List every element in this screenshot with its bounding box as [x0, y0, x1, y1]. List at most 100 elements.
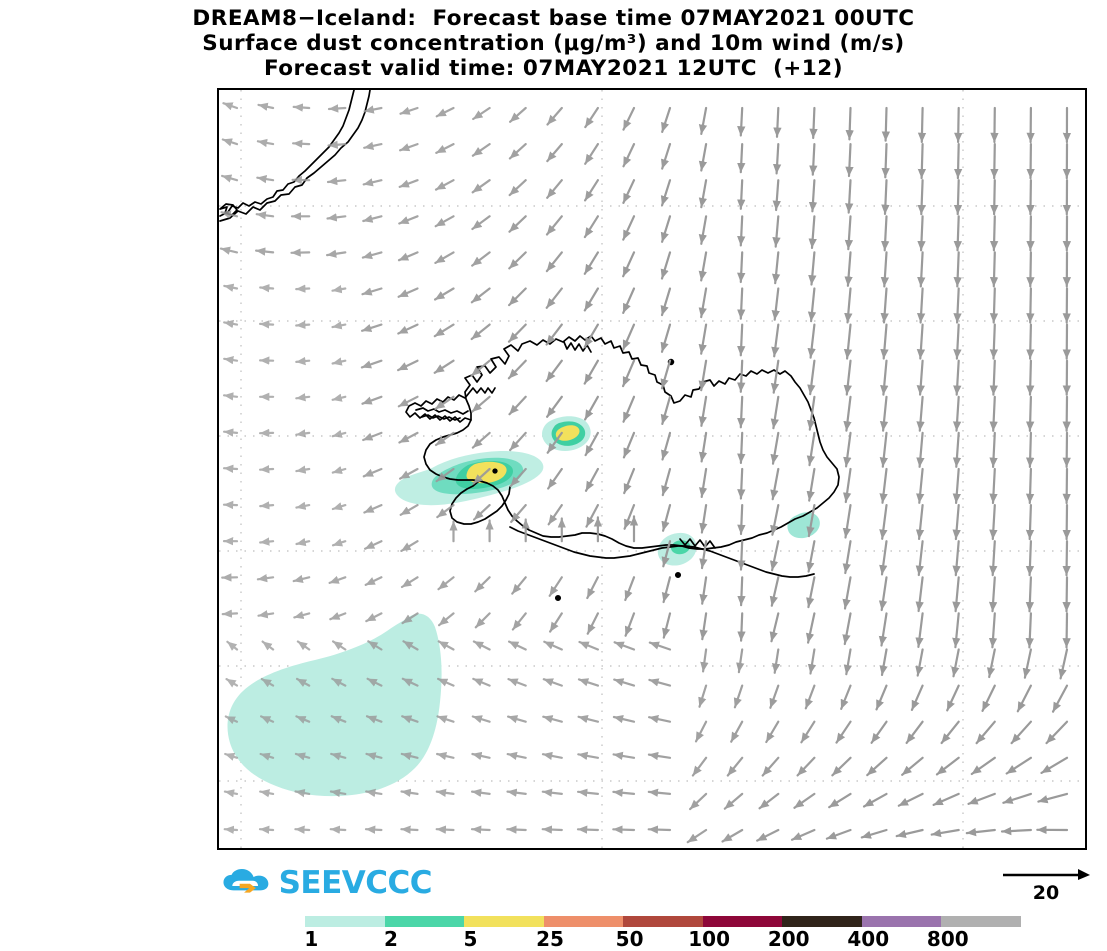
- wind-arrow: [884, 289, 887, 323]
- wind-arrow: [989, 650, 995, 678]
- wind-arrow: [1030, 325, 1031, 359]
- wind-arrow: [439, 613, 453, 625]
- wind-arrow: [585, 397, 598, 420]
- wind-arrow: [294, 107, 310, 108]
- wind-arrow: [328, 180, 345, 182]
- wind-arrow: [662, 144, 670, 169]
- wind-arrow: [333, 641, 345, 649]
- wind-arrow: [972, 758, 995, 774]
- wind-arrow: [1030, 469, 1031, 503]
- wind-arrow: [474, 642, 490, 650]
- wind-arrow: [1030, 180, 1031, 214]
- wind-arrow: [872, 722, 887, 743]
- wind-arrow: [1030, 505, 1031, 539]
- wind-arrow: [623, 216, 634, 239]
- wind-arrow: [993, 433, 995, 467]
- wind-arrow: [328, 216, 346, 218]
- wind-arrow: [829, 794, 850, 807]
- wind-arrow: [624, 469, 634, 493]
- wind-arrow: [585, 252, 598, 273]
- wind-arrow: [1038, 794, 1067, 802]
- wind-arrow: [662, 216, 670, 242]
- wind-arrow: [919, 505, 923, 539]
- wind-arrow: [702, 433, 707, 462]
- wind-arrow: [649, 792, 670, 794]
- colorbar-tick-label: 100: [688, 929, 730, 949]
- wind-arrow: [1030, 397, 1031, 431]
- wind-arrow: [977, 722, 995, 743]
- wind-arrow: [400, 144, 417, 150]
- coastline-westfjords-fjords: [416, 408, 468, 414]
- wind-arrow: [1030, 216, 1031, 250]
- wind-arrow: [882, 613, 887, 645]
- wind-arrow: [848, 216, 850, 249]
- wind-arrow: [472, 754, 489, 758]
- coastline-greenland: [220, 90, 370, 221]
- wind-arrow: [776, 216, 779, 246]
- wind-arrow: [832, 758, 850, 776]
- wind-arrow: [623, 180, 634, 203]
- wind-arrow: [701, 325, 706, 354]
- wind-arrow: [922, 108, 923, 142]
- wind-arrow: [882, 541, 887, 574]
- wind-arrow: [772, 577, 779, 605]
- colorbar-tick-label: 25: [536, 929, 564, 949]
- wind-arrow: [401, 541, 417, 551]
- wind-arrow: [363, 433, 381, 440]
- dust-plume-southwest: [228, 614, 442, 797]
- wind-arrow: [223, 613, 237, 614]
- wind-arrow: [1025, 650, 1031, 678]
- wind-arrow: [509, 642, 526, 650]
- wind-arrow: [662, 361, 670, 389]
- wind-arrow: [333, 361, 346, 364]
- wind-arrow: [662, 252, 670, 278]
- wind-arrow: [1047, 722, 1068, 743]
- wind-arrow: [1030, 541, 1031, 575]
- wind-arrow: [333, 469, 346, 473]
- colorbar-tick-label: 2: [384, 929, 398, 949]
- wind-arrow: [1003, 794, 1031, 803]
- colorbar-tick-label: 400: [847, 929, 889, 949]
- colorbar-segment: [941, 916, 1021, 927]
- wind-arrow: [224, 395, 237, 397]
- wind-arrow: [664, 613, 670, 637]
- wind-arrow: [510, 108, 526, 122]
- wind-arrow: [366, 792, 381, 794]
- wind-arrow: [550, 613, 562, 631]
- wind-arrow: [510, 180, 526, 195]
- wind-arrow: [883, 469, 887, 503]
- wind-arrow: [690, 794, 706, 809]
- wind-arrow: [435, 289, 453, 300]
- wind-arrow: [739, 650, 742, 673]
- wind-arrow: [741, 252, 742, 282]
- wind-arrow: [473, 679, 489, 686]
- wind-arrow: [223, 103, 237, 108]
- wind-arrow: [222, 176, 237, 180]
- wind-arrow: [741, 144, 742, 172]
- wind-arrow: [701, 108, 706, 134]
- wind-arrow: [544, 679, 562, 685]
- map-canvas: [219, 90, 1085, 848]
- wind-arrow: [579, 717, 598, 722]
- wind-arrow: [513, 613, 526, 629]
- wind-arrow: [649, 829, 670, 830]
- wind-arrow: [401, 108, 418, 114]
- wind-arrow: [623, 252, 634, 276]
- wind-arrow: [224, 432, 237, 433]
- wind-arrow: [293, 143, 309, 144]
- wind-arrow: [947, 686, 959, 711]
- wind-arrow: [296, 361, 309, 362]
- wind-arrow: [957, 325, 959, 359]
- wind-arrow: [510, 216, 526, 231]
- wind-arrow: [794, 794, 814, 808]
- wind-arrow: [993, 361, 994, 395]
- wind-arrow: [772, 613, 779, 641]
- wind-arrow: [958, 144, 959, 178]
- wind-arrow: [543, 754, 562, 758]
- wind-arrow: [547, 216, 562, 234]
- wind-arrow: [362, 325, 381, 331]
- wind-arrow: [550, 577, 562, 596]
- wind-arrow: [509, 289, 526, 306]
- wind-arrow: [766, 722, 778, 742]
- wind-arrow: [613, 792, 634, 794]
